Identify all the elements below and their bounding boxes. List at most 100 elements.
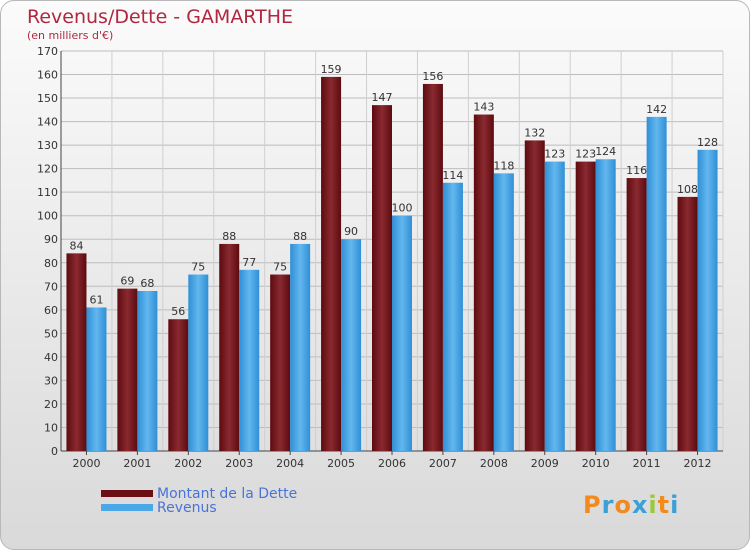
data-label: 84 xyxy=(69,239,83,252)
y-tick-label: 50 xyxy=(44,327,58,340)
legend-label-revenus: Revenus xyxy=(157,500,217,516)
bar-revenus xyxy=(137,291,158,451)
data-label: 88 xyxy=(222,230,236,243)
data-label: 75 xyxy=(191,261,205,274)
legend-swatch-debt xyxy=(101,490,153,497)
logo-letter: t xyxy=(657,491,671,519)
data-label: 100 xyxy=(392,202,413,215)
bar-debt xyxy=(66,253,87,451)
logo-letter: i xyxy=(648,491,658,519)
bar-debt xyxy=(677,196,698,451)
bar-revenus xyxy=(544,161,565,451)
bar-debt xyxy=(219,243,240,451)
bar-revenus xyxy=(239,269,260,451)
data-label: 147 xyxy=(372,91,393,104)
data-label: 77 xyxy=(242,256,256,269)
data-label: 124 xyxy=(595,145,616,158)
proxiti-logo: Proxiti xyxy=(583,491,679,519)
x-tick-label: 2002 xyxy=(174,457,202,470)
bar-debt xyxy=(626,178,647,451)
y-tick-label: 70 xyxy=(44,280,58,293)
y-tick-label: 90 xyxy=(44,233,58,246)
bar-revenus xyxy=(341,239,362,451)
bar-debt xyxy=(422,83,443,452)
data-label: 116 xyxy=(626,164,647,177)
data-label: 90 xyxy=(344,225,358,238)
bar-debt xyxy=(117,288,138,451)
data-label: 88 xyxy=(293,230,307,243)
y-tick-label: 120 xyxy=(37,163,58,176)
bar-debt xyxy=(321,76,342,451)
bar-debt xyxy=(168,319,189,451)
x-tick-label: 2008 xyxy=(480,457,508,470)
data-label: 123 xyxy=(544,148,565,161)
data-label: 132 xyxy=(524,126,545,139)
data-label: 128 xyxy=(697,136,718,149)
bar-revenus xyxy=(697,149,718,451)
data-label: 142 xyxy=(646,103,667,116)
bar-debt xyxy=(473,114,494,451)
data-label: 75 xyxy=(273,261,287,274)
x-tick-label: 2003 xyxy=(225,457,253,470)
bar-debt xyxy=(524,140,545,452)
x-tick-label: 2012 xyxy=(684,457,712,470)
y-tick-label: 140 xyxy=(37,116,58,129)
bar-revenus xyxy=(595,159,616,451)
data-label: 69 xyxy=(120,275,134,288)
data-label: 143 xyxy=(473,101,494,114)
logo-letter: r xyxy=(601,491,615,519)
y-tick-label: 110 xyxy=(37,186,58,199)
x-tick-label: 2000 xyxy=(72,457,100,470)
y-tick-label: 40 xyxy=(44,351,58,364)
logo-letter: o xyxy=(614,491,632,519)
y-tick-label: 160 xyxy=(37,69,58,82)
y-tick-label: 30 xyxy=(44,374,58,387)
data-labels: 84 61 69 68 56 75 88 77 75 88 159 90 147 100 156 114 143… xyxy=(69,63,718,318)
bar-revenus xyxy=(442,182,463,451)
bar-revenus xyxy=(493,173,514,451)
bar-debt xyxy=(372,105,392,451)
y-tick-label: 10 xyxy=(44,421,58,434)
y-tick-label: 60 xyxy=(44,304,58,317)
axes: 0 10 20 30 40 50 60 70 80 90 100 110 120 130 140 150 160… xyxy=(37,45,723,470)
data-label: 61 xyxy=(89,293,103,306)
x-tick-label: 2004 xyxy=(276,457,304,470)
y-tick-label: 170 xyxy=(37,45,58,58)
y-tick-label: 150 xyxy=(37,92,58,105)
logo-letter: i xyxy=(670,491,680,519)
data-label: 156 xyxy=(422,70,443,83)
bar-revenus xyxy=(646,116,667,451)
x-tick-label: 2011 xyxy=(633,457,661,470)
data-label: 108 xyxy=(677,183,698,196)
data-label: 118 xyxy=(493,159,514,172)
bar-debt xyxy=(575,161,596,451)
y-tick-label: 20 xyxy=(44,398,58,411)
x-tick-label: 2007 xyxy=(429,457,457,470)
logo-letter: x xyxy=(631,491,649,519)
data-label: 68 xyxy=(140,277,154,290)
data-label: 56 xyxy=(171,305,185,318)
chart-title: Revenus/Dette - GAMARTHE xyxy=(27,6,294,28)
data-label: 114 xyxy=(442,169,463,182)
data-label: 123 xyxy=(575,148,596,161)
legend-swatch-revenus xyxy=(101,504,153,511)
bar-revenus xyxy=(188,274,209,451)
x-tick-label: 2009 xyxy=(531,457,559,470)
bar-revenus xyxy=(86,307,107,451)
x-tick-label: 2010 xyxy=(582,457,610,470)
chart-subtitle: (en milliers d'€) xyxy=(27,29,114,42)
x-tick-label: 2005 xyxy=(327,457,355,470)
y-tick-label: 80 xyxy=(44,257,58,270)
bar-revenus xyxy=(392,215,412,451)
y-tick-label: 0 xyxy=(51,445,58,458)
y-tick-label: 100 xyxy=(37,210,58,223)
data-label: 159 xyxy=(321,63,342,76)
bar-revenus xyxy=(290,243,311,451)
legend-label-debt: Montant de la Dette xyxy=(157,486,298,502)
x-tick-label: 2001 xyxy=(123,457,151,470)
logo-letter: P xyxy=(583,491,602,519)
y-tick-label: 130 xyxy=(37,139,58,152)
bars xyxy=(66,76,718,452)
